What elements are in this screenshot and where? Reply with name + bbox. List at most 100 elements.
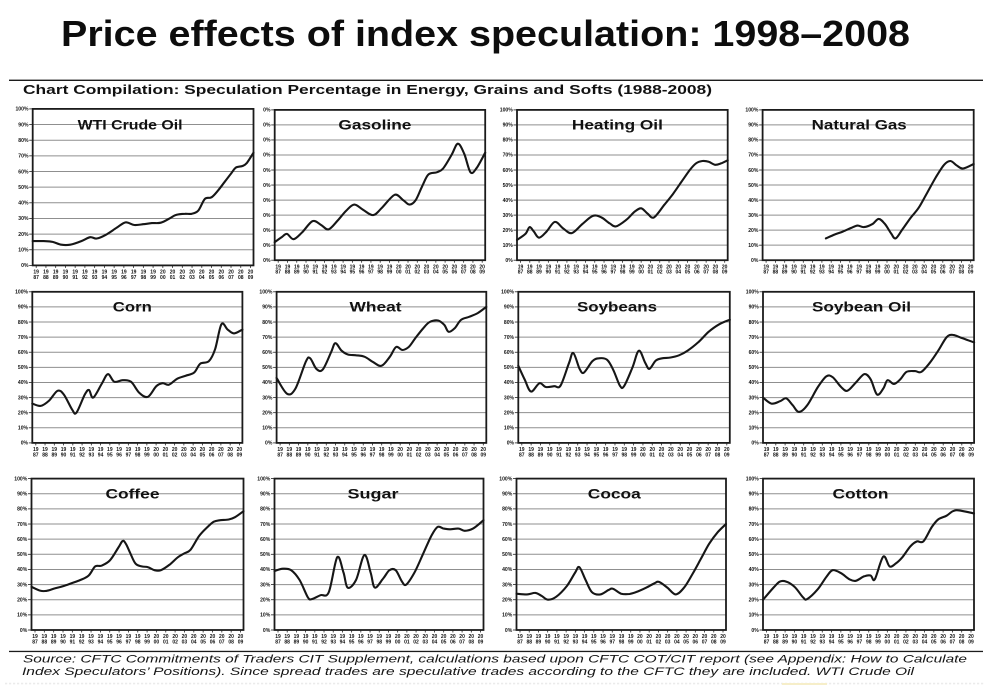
svg-text:50%: 50%: [260, 552, 271, 558]
svg-text:19: 19: [379, 447, 385, 453]
svg-text:20: 20: [884, 264, 890, 270]
svg-text:20: 20: [959, 447, 965, 453]
svg-text:04: 04: [191, 639, 197, 645]
svg-text:20: 20: [469, 634, 475, 640]
svg-text:Sugar: Sugar: [348, 487, 400, 502]
svg-text:20: 20: [153, 447, 159, 453]
svg-text:19: 19: [538, 447, 544, 453]
svg-text:20: 20: [694, 264, 700, 270]
svg-text:93: 93: [330, 639, 336, 645]
svg-text:19: 19: [847, 264, 853, 270]
svg-text:93: 93: [819, 639, 825, 645]
svg-text:19: 19: [33, 270, 39, 276]
svg-text:20: 20: [163, 634, 169, 640]
svg-text:30%: 30%: [18, 216, 29, 222]
svg-text:20: 20: [470, 264, 476, 270]
svg-text:94: 94: [829, 639, 835, 645]
svg-text:20: 20: [238, 270, 244, 276]
svg-text:20: 20: [676, 264, 682, 270]
svg-text:88: 88: [285, 270, 291, 276]
svg-text:90%: 90%: [502, 491, 513, 497]
svg-text:19: 19: [126, 447, 132, 453]
svg-text:90%: 90%: [17, 491, 28, 497]
svg-text:19: 19: [305, 447, 311, 453]
svg-text:92: 92: [321, 639, 327, 645]
svg-text:96: 96: [358, 639, 364, 645]
svg-text:97: 97: [609, 639, 615, 645]
svg-text:10%: 10%: [18, 248, 29, 254]
svg-text:20: 20: [903, 264, 909, 270]
svg-text:19: 19: [82, 270, 88, 276]
svg-text:90%: 90%: [749, 491, 760, 497]
svg-text:19: 19: [107, 634, 113, 640]
svg-text:02: 02: [416, 452, 422, 458]
svg-text:19: 19: [358, 634, 364, 640]
svg-text:19: 19: [350, 264, 356, 270]
svg-text:02: 02: [903, 452, 909, 458]
svg-text:19: 19: [70, 634, 76, 640]
svg-text:20: 20: [189, 270, 195, 276]
svg-text:20: 20: [191, 634, 197, 640]
svg-text:07: 07: [949, 270, 955, 276]
svg-text:20: 20: [416, 447, 422, 453]
svg-text:19: 19: [773, 447, 779, 453]
svg-text:97: 97: [131, 275, 137, 281]
svg-text:19: 19: [79, 634, 85, 640]
svg-text:20: 20: [940, 634, 946, 640]
svg-text:03: 03: [666, 270, 672, 276]
svg-text:01: 01: [894, 639, 900, 645]
svg-text:80%: 80%: [503, 138, 514, 144]
svg-text:03: 03: [424, 270, 430, 276]
svg-text:100%: 100%: [259, 290, 272, 296]
svg-text:98: 98: [866, 639, 872, 645]
svg-text:20: 20: [425, 447, 431, 453]
svg-text:97: 97: [126, 452, 132, 458]
svg-text:19: 19: [810, 264, 816, 270]
svg-text:02: 02: [903, 270, 909, 276]
svg-text:20: 20: [248, 270, 254, 276]
svg-text:19: 19: [782, 264, 788, 270]
svg-text:20%: 20%: [749, 410, 760, 416]
svg-text:0%: 0%: [263, 168, 271, 174]
svg-text:91: 91: [801, 639, 807, 645]
svg-text:Price effects of index specula: Price effects of index speculation: 1998…: [61, 13, 910, 54]
svg-text:20: 20: [237, 447, 243, 453]
svg-text:02: 02: [172, 639, 178, 645]
svg-text:20: 20: [665, 634, 671, 640]
svg-text:91: 91: [555, 270, 561, 276]
svg-text:19: 19: [792, 634, 798, 640]
svg-text:19: 19: [518, 264, 524, 270]
svg-text:30%: 30%: [502, 582, 513, 588]
svg-text:05: 05: [200, 639, 206, 645]
svg-text:70%: 70%: [17, 522, 28, 528]
svg-text:20: 20: [940, 264, 946, 270]
svg-text:19: 19: [801, 447, 807, 453]
svg-text:20%: 20%: [262, 410, 273, 416]
svg-text:95: 95: [594, 452, 600, 458]
svg-text:08: 08: [470, 270, 476, 276]
svg-text:02: 02: [657, 270, 663, 276]
svg-text:20: 20: [720, 634, 726, 640]
svg-text:19: 19: [517, 634, 523, 640]
svg-text:19: 19: [820, 447, 826, 453]
svg-text:05: 05: [441, 639, 447, 645]
svg-text:93: 93: [819, 270, 825, 276]
svg-text:07: 07: [950, 452, 956, 458]
svg-text:08: 08: [469, 639, 475, 645]
svg-text:19: 19: [330, 634, 336, 640]
svg-text:06: 06: [210, 639, 216, 645]
svg-text:06: 06: [209, 452, 215, 458]
svg-text:70%: 70%: [18, 335, 29, 341]
svg-text:20: 20: [940, 447, 946, 453]
svg-text:92: 92: [810, 639, 816, 645]
svg-text:05: 05: [683, 639, 689, 645]
svg-text:100%: 100%: [501, 290, 514, 296]
svg-text:20: 20: [711, 634, 717, 640]
svg-text:19: 19: [321, 634, 327, 640]
svg-text:19: 19: [875, 264, 881, 270]
svg-text:91: 91: [72, 275, 78, 281]
svg-text:19: 19: [583, 264, 589, 270]
svg-text:70%: 70%: [18, 154, 29, 160]
svg-text:0%: 0%: [263, 198, 271, 204]
svg-text:Chart Compilation: Speculation: Chart Compilation: Speculation Percentag…: [23, 83, 712, 97]
